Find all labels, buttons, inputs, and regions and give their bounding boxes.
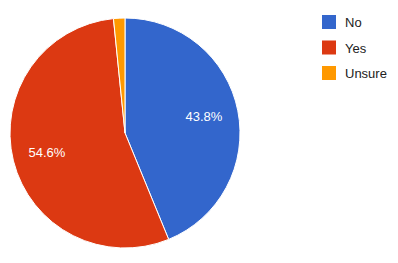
pie-chart: 43.8% 54.6% No Yes Unsure — [0, 0, 398, 263]
data-labels: 43.8% 54.6% — [28, 109, 222, 159]
legend-swatch — [322, 41, 336, 55]
legend: No Yes Unsure — [322, 15, 387, 81]
data-label: 43.8% — [186, 109, 223, 124]
data-label: 54.6% — [28, 145, 65, 160]
pie-slice — [10, 19, 169, 248]
legend-swatch — [322, 66, 336, 80]
chart-container: 43.8% 54.6% No Yes Unsure — [0, 0, 398, 263]
pie-slice — [113, 18, 125, 133]
legend-label: No — [345, 15, 362, 30]
legend-label: Yes — [345, 41, 367, 56]
legend-label: Unsure — [345, 66, 387, 81]
slices — [10, 18, 240, 248]
legend-swatch — [322, 15, 336, 29]
